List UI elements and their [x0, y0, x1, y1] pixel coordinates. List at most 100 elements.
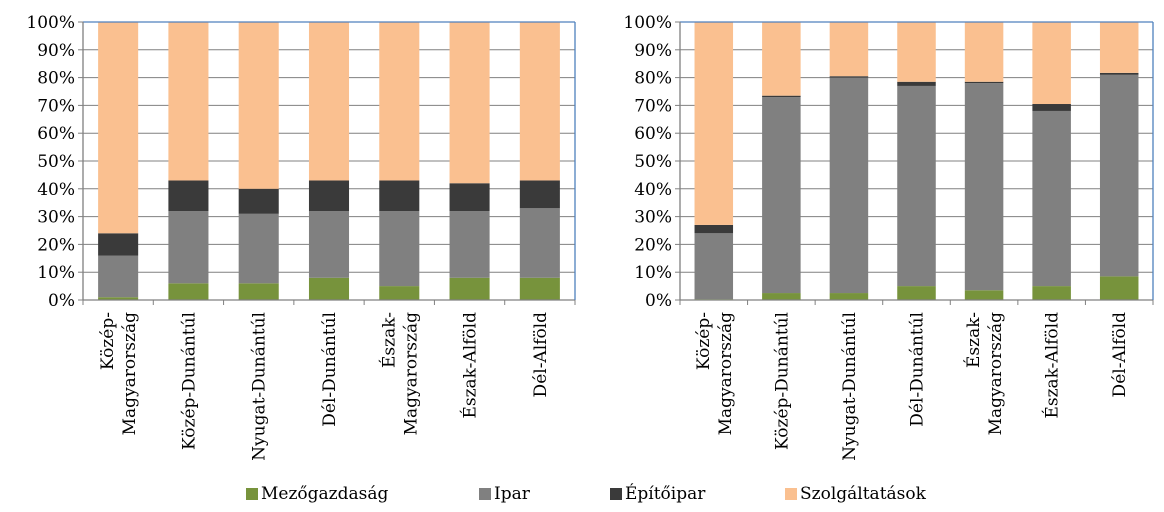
x-category-label: Dél-Alföld — [1110, 312, 1130, 398]
x-category-label-line: Magyarország — [716, 312, 736, 435]
bar-segment-mezogazdasag — [449, 277, 490, 300]
x-category-label-line: Dél-Alföld — [1110, 312, 1130, 398]
bar-segment-ipar — [168, 211, 209, 284]
legend-swatch-epitoipar — [610, 488, 622, 500]
y-tick-label: 0% — [48, 291, 75, 311]
x-category-label: Észak- Magyarország — [963, 312, 1006, 435]
x-category-label-line: Magyarország — [401, 312, 421, 435]
x-category-label-line: Észak-Alföld — [1042, 312, 1063, 419]
bar-segment-ipar — [1099, 74, 1139, 277]
bar-segment-ipar — [897, 85, 936, 287]
bar-segment-ipar — [379, 211, 420, 287]
bar-segment-epitoipar — [829, 76, 869, 78]
bar-segment-epitoipar — [762, 95, 801, 98]
bar-segment-ipar — [98, 255, 139, 298]
bar-segment-epitoipar — [694, 224, 734, 234]
y-tick-label: 60% — [37, 124, 75, 144]
x-category-label: Észak-Alföld — [1042, 312, 1063, 419]
bar-segment-ipar — [238, 213, 279, 284]
x-category-label-line: Dél-Dunántúl — [908, 312, 928, 427]
bar-segment-ipar — [762, 97, 801, 294]
bar-segment-mezogazdasag — [897, 286, 936, 300]
y-tick-label: 70% — [634, 96, 672, 116]
x-category-label-line: Dél-Dunántúl — [320, 312, 340, 427]
bar-segment-epitoipar — [308, 180, 350, 212]
bar-segment-mezogazdasag — [308, 277, 350, 300]
bar-segment-epitoipar — [238, 188, 279, 214]
y-tick-label: 30% — [37, 208, 75, 228]
right-chart: 0%10%20%30%40%50%60%70%80%90%100%Közép- M… — [623, 13, 1154, 461]
bar-segment-mezogazdasag — [762, 293, 801, 300]
bar-segment-ipar — [1032, 110, 1071, 287]
y-tick-label: 90% — [634, 41, 672, 61]
x-category-label-line: Nyugat-Dunántúl — [250, 312, 270, 461]
bar-segment-mezogazdasag — [98, 297, 139, 300]
bar-segment-szolgaltatasok — [238, 22, 279, 189]
legend: Mezőgazdaság Ipar Építőipar Szolgáltatás… — [0, 484, 1164, 508]
legend-swatch-szolgaltatasok — [785, 488, 797, 500]
bar-segment-epitoipar — [98, 233, 139, 256]
x-category-label: Észak- Magyarország — [378, 312, 421, 435]
legend-item-mezogazdasag: Mezőgazdaság — [246, 484, 388, 504]
bar-segment-epitoipar — [964, 81, 1004, 84]
bar-segment-epitoipar — [519, 180, 560, 209]
y-tick-label: 100% — [623, 13, 672, 33]
bar-segment-mezogazdasag — [379, 286, 420, 300]
bar-segment-mezogazdasag — [1099, 276, 1139, 300]
bar-segment-szolgaltatasok — [168, 22, 209, 181]
x-category-label: Észak-Alföld — [460, 312, 481, 419]
bar-segment-szolgaltatasok — [829, 22, 869, 77]
legend-item-szolgaltatasok: Szolgáltatások — [785, 484, 926, 504]
legend-label-szolgaltatasok: Szolgáltatások — [800, 484, 926, 504]
x-category-label-line: Közép- — [98, 312, 118, 370]
y-tick-label: 70% — [37, 96, 75, 116]
bar-segment-epitoipar — [379, 180, 420, 212]
bar-segment-szolgaltatasok — [449, 22, 490, 184]
bar-segment-szolgaltatasok — [308, 22, 350, 181]
x-category-label-line: Közép-Dunántúl — [179, 312, 199, 450]
y-tick-label: 20% — [634, 235, 672, 255]
bar-segment-ipar — [694, 233, 734, 300]
y-tick-label: 10% — [634, 263, 672, 283]
y-tick-label: 10% — [37, 263, 75, 283]
x-category-label-line: Közép- — [694, 312, 714, 370]
bar-segment-epitoipar — [449, 183, 490, 212]
bar-segment-ipar — [519, 208, 560, 278]
bar-segment-szolgaltatasok — [762, 22, 801, 96]
bar-segment-szolgaltatasok — [519, 22, 560, 181]
bar-segment-szolgaltatasok — [1032, 22, 1071, 105]
bar-segment-ipar — [829, 77, 869, 294]
y-tick-label: 40% — [37, 180, 75, 200]
legend-label-epitoipar: Építőipar — [625, 484, 706, 504]
y-tick-label: 30% — [634, 208, 672, 228]
x-category-label: Közép- Magyarország — [694, 312, 736, 435]
legend-label-mezogazdasag: Mezőgazdaság — [261, 484, 389, 504]
bar-segment-mezogazdasag — [1032, 286, 1071, 300]
x-category-label-line: Dél-Alföld — [531, 312, 551, 398]
bar-segment-szolgaltatasok — [98, 22, 139, 234]
legend-item-epitoipar: Építőipar — [610, 484, 705, 504]
x-category-label: Nyugat-Dunántúl — [840, 312, 860, 461]
bar-segment-szolgaltatasok — [1099, 22, 1139, 73]
x-category-label-line: Közép-Dunántúl — [772, 312, 792, 450]
x-category-label: Közép- Magyarország — [98, 312, 140, 435]
y-tick-label: 50% — [634, 152, 672, 172]
legend-swatch-mezogazdasag — [246, 488, 258, 500]
x-category-label-line: Magyarország — [120, 312, 140, 435]
bar-segment-ipar — [308, 211, 350, 278]
bar-segment-mezogazdasag — [964, 290, 1004, 300]
bar-segment-epitoipar — [1099, 72, 1139, 75]
legend-swatch-ipar — [479, 488, 491, 500]
y-tick-label: 50% — [37, 152, 75, 172]
bar-segment-szolgaltatasok — [964, 22, 1004, 82]
y-tick-label: 60% — [634, 124, 672, 144]
y-tick-label: 100% — [26, 13, 75, 33]
x-category-label: Közép-Dunántúl — [179, 312, 199, 450]
y-tick-label: 80% — [37, 69, 75, 89]
bar-segment-mezogazdasag — [238, 283, 279, 300]
x-category-label: Közép-Dunántúl — [772, 312, 792, 450]
bar-segment-szolgaltatasok — [897, 22, 936, 82]
legend-item-ipar: Ipar — [479, 484, 530, 504]
bar-segment-szolgaltatasok — [694, 22, 734, 225]
bar-segment-mezogazdasag — [168, 283, 209, 300]
